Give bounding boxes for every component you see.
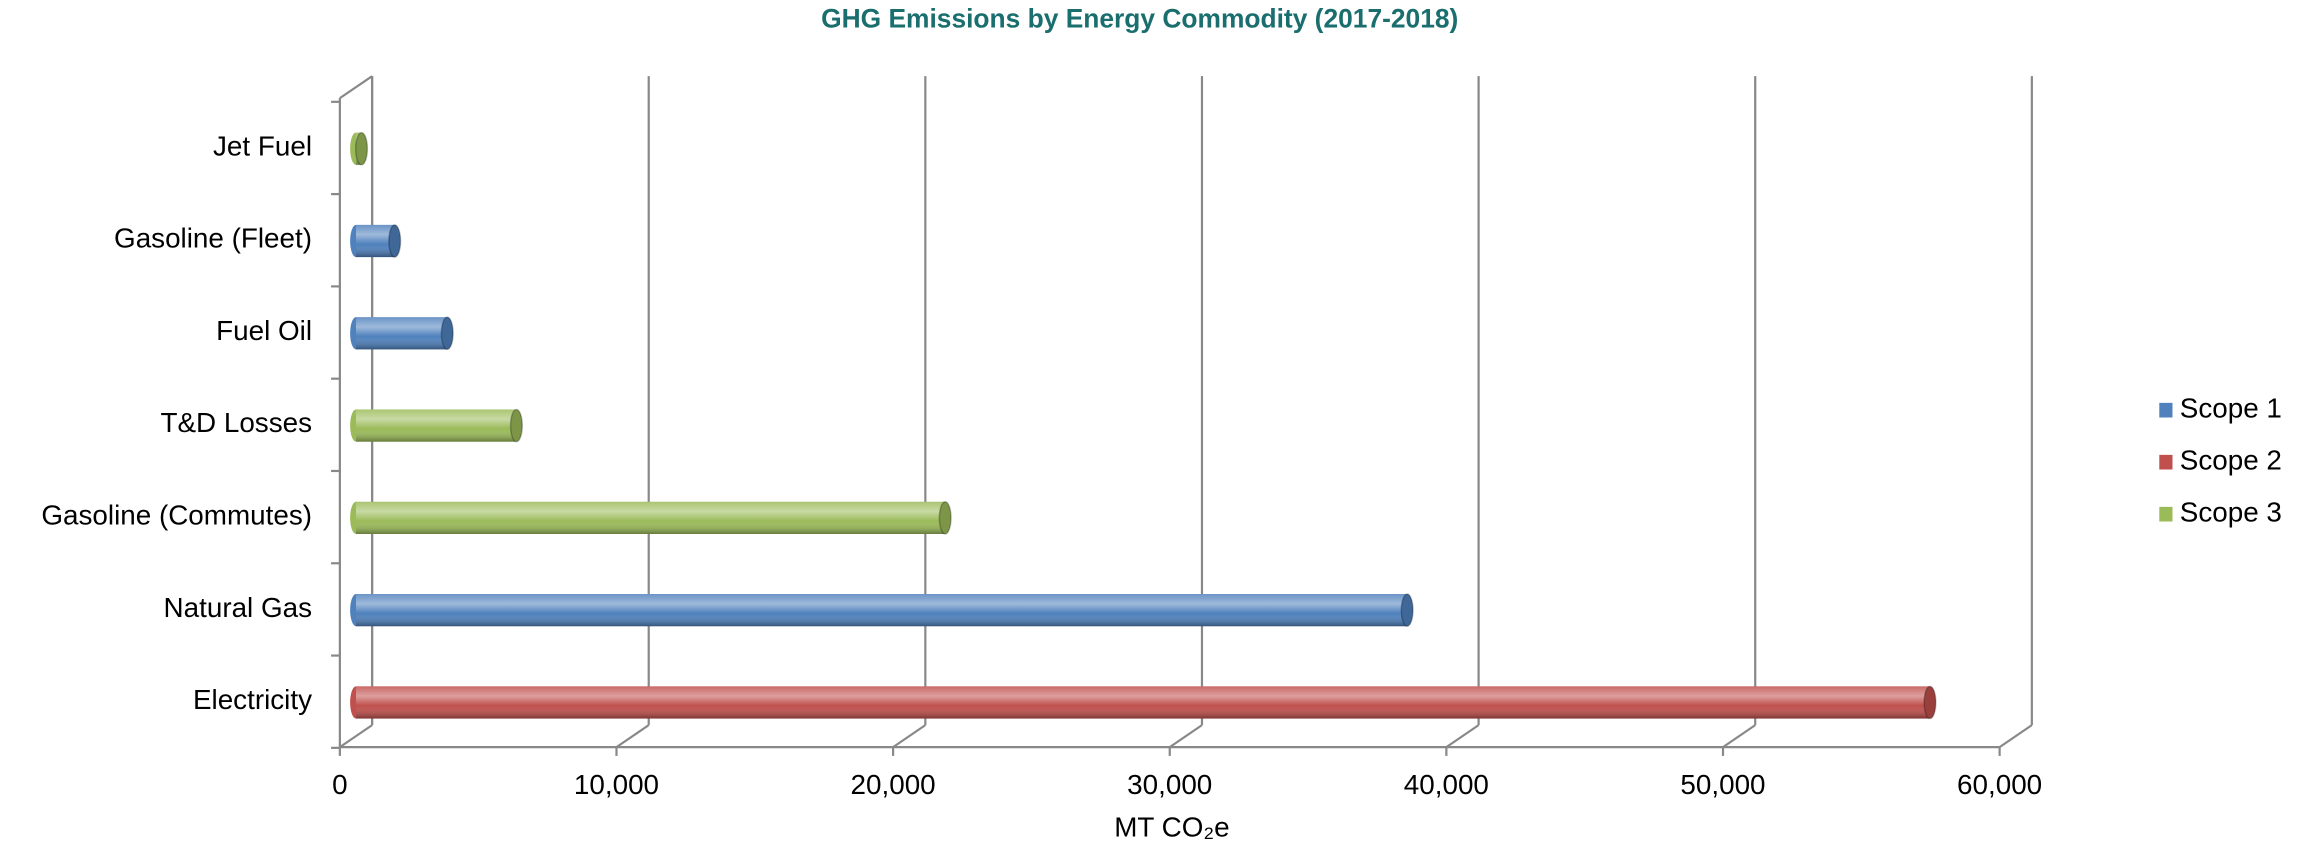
x-tick-label: 40,000: [1404, 769, 1489, 800]
x-tick-label: 20,000: [851, 769, 936, 800]
y-tick-label: Gasoline (Commutes): [41, 499, 312, 530]
bar-cap-end: [1400, 593, 1414, 627]
bar-cap-end-shade: [441, 317, 454, 350]
legend-swatch: [2159, 454, 2173, 470]
x-tick: [1169, 724, 1203, 749]
y-tick-label: Electricity: [193, 684, 312, 715]
legend-swatch: [2159, 402, 2173, 418]
bar-cap-end: [354, 131, 369, 166]
y-tick-label: Fuel Oil: [216, 315, 312, 346]
chart-title: GHG Emissions by Energy Commodity (2017-…: [821, 3, 1458, 33]
bar-shade: [355, 501, 946, 534]
x-tick: [339, 724, 373, 749]
legend-label: Scope 3: [2180, 497, 2282, 528]
bar-cap-end-shade: [388, 224, 401, 258]
bar-shade: [355, 224, 395, 258]
legend-label: Scope 1: [2180, 393, 2282, 424]
bar-cap-end: [509, 408, 524, 443]
bar-cap-end-shade: [939, 501, 952, 534]
y-tick-label: T&D Losses: [160, 407, 312, 438]
x-tick-label: 0: [332, 769, 347, 800]
bar-shade: [355, 686, 1930, 719]
legend-label: Scope 2: [2180, 445, 2282, 476]
bar-cap-end: [388, 224, 402, 258]
y-tick-label: Gasoline (Fleet): [114, 223, 312, 254]
x-tick-label: 10,000: [574, 769, 659, 800]
bar-shade: [355, 409, 517, 442]
x-axis-title: MT CO₂e: [1114, 812, 1229, 843]
legend-swatch: [2159, 506, 2173, 522]
x-tick: [1722, 724, 1756, 749]
x-tick: [1999, 724, 2033, 749]
bar-cap-end: [1923, 685, 1937, 720]
bar-cap-end-shade: [1401, 594, 1414, 627]
bar-cap-end-shade: [1924, 686, 1936, 719]
y-tick-label: Jet Fuel: [213, 130, 312, 161]
x-tick: [892, 724, 926, 749]
x-tick-label: 50,000: [1680, 769, 1765, 800]
x-tick-label: 60,000: [1957, 769, 2042, 800]
bar-cap-end-shade: [510, 409, 523, 442]
x-tick-label: 30,000: [1127, 769, 1212, 800]
x-tick: [615, 724, 650, 749]
x-tick: [1445, 724, 1480, 749]
bar-shade: [355, 317, 448, 350]
bar-cap-end: [938, 501, 952, 535]
bar-cap-end: [440, 316, 454, 351]
bar-cap-end-shade: [355, 132, 368, 165]
y-tick-label: Natural Gas: [164, 592, 312, 623]
bar-shade: [355, 594, 1408, 627]
